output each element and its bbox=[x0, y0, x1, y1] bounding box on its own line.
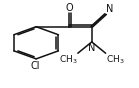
Text: CH$_3$: CH$_3$ bbox=[59, 54, 77, 66]
Text: N: N bbox=[88, 43, 95, 53]
Text: Cl: Cl bbox=[31, 61, 40, 71]
Text: N: N bbox=[106, 4, 114, 14]
Text: O: O bbox=[66, 3, 73, 12]
Text: CH$_3$: CH$_3$ bbox=[106, 54, 125, 66]
